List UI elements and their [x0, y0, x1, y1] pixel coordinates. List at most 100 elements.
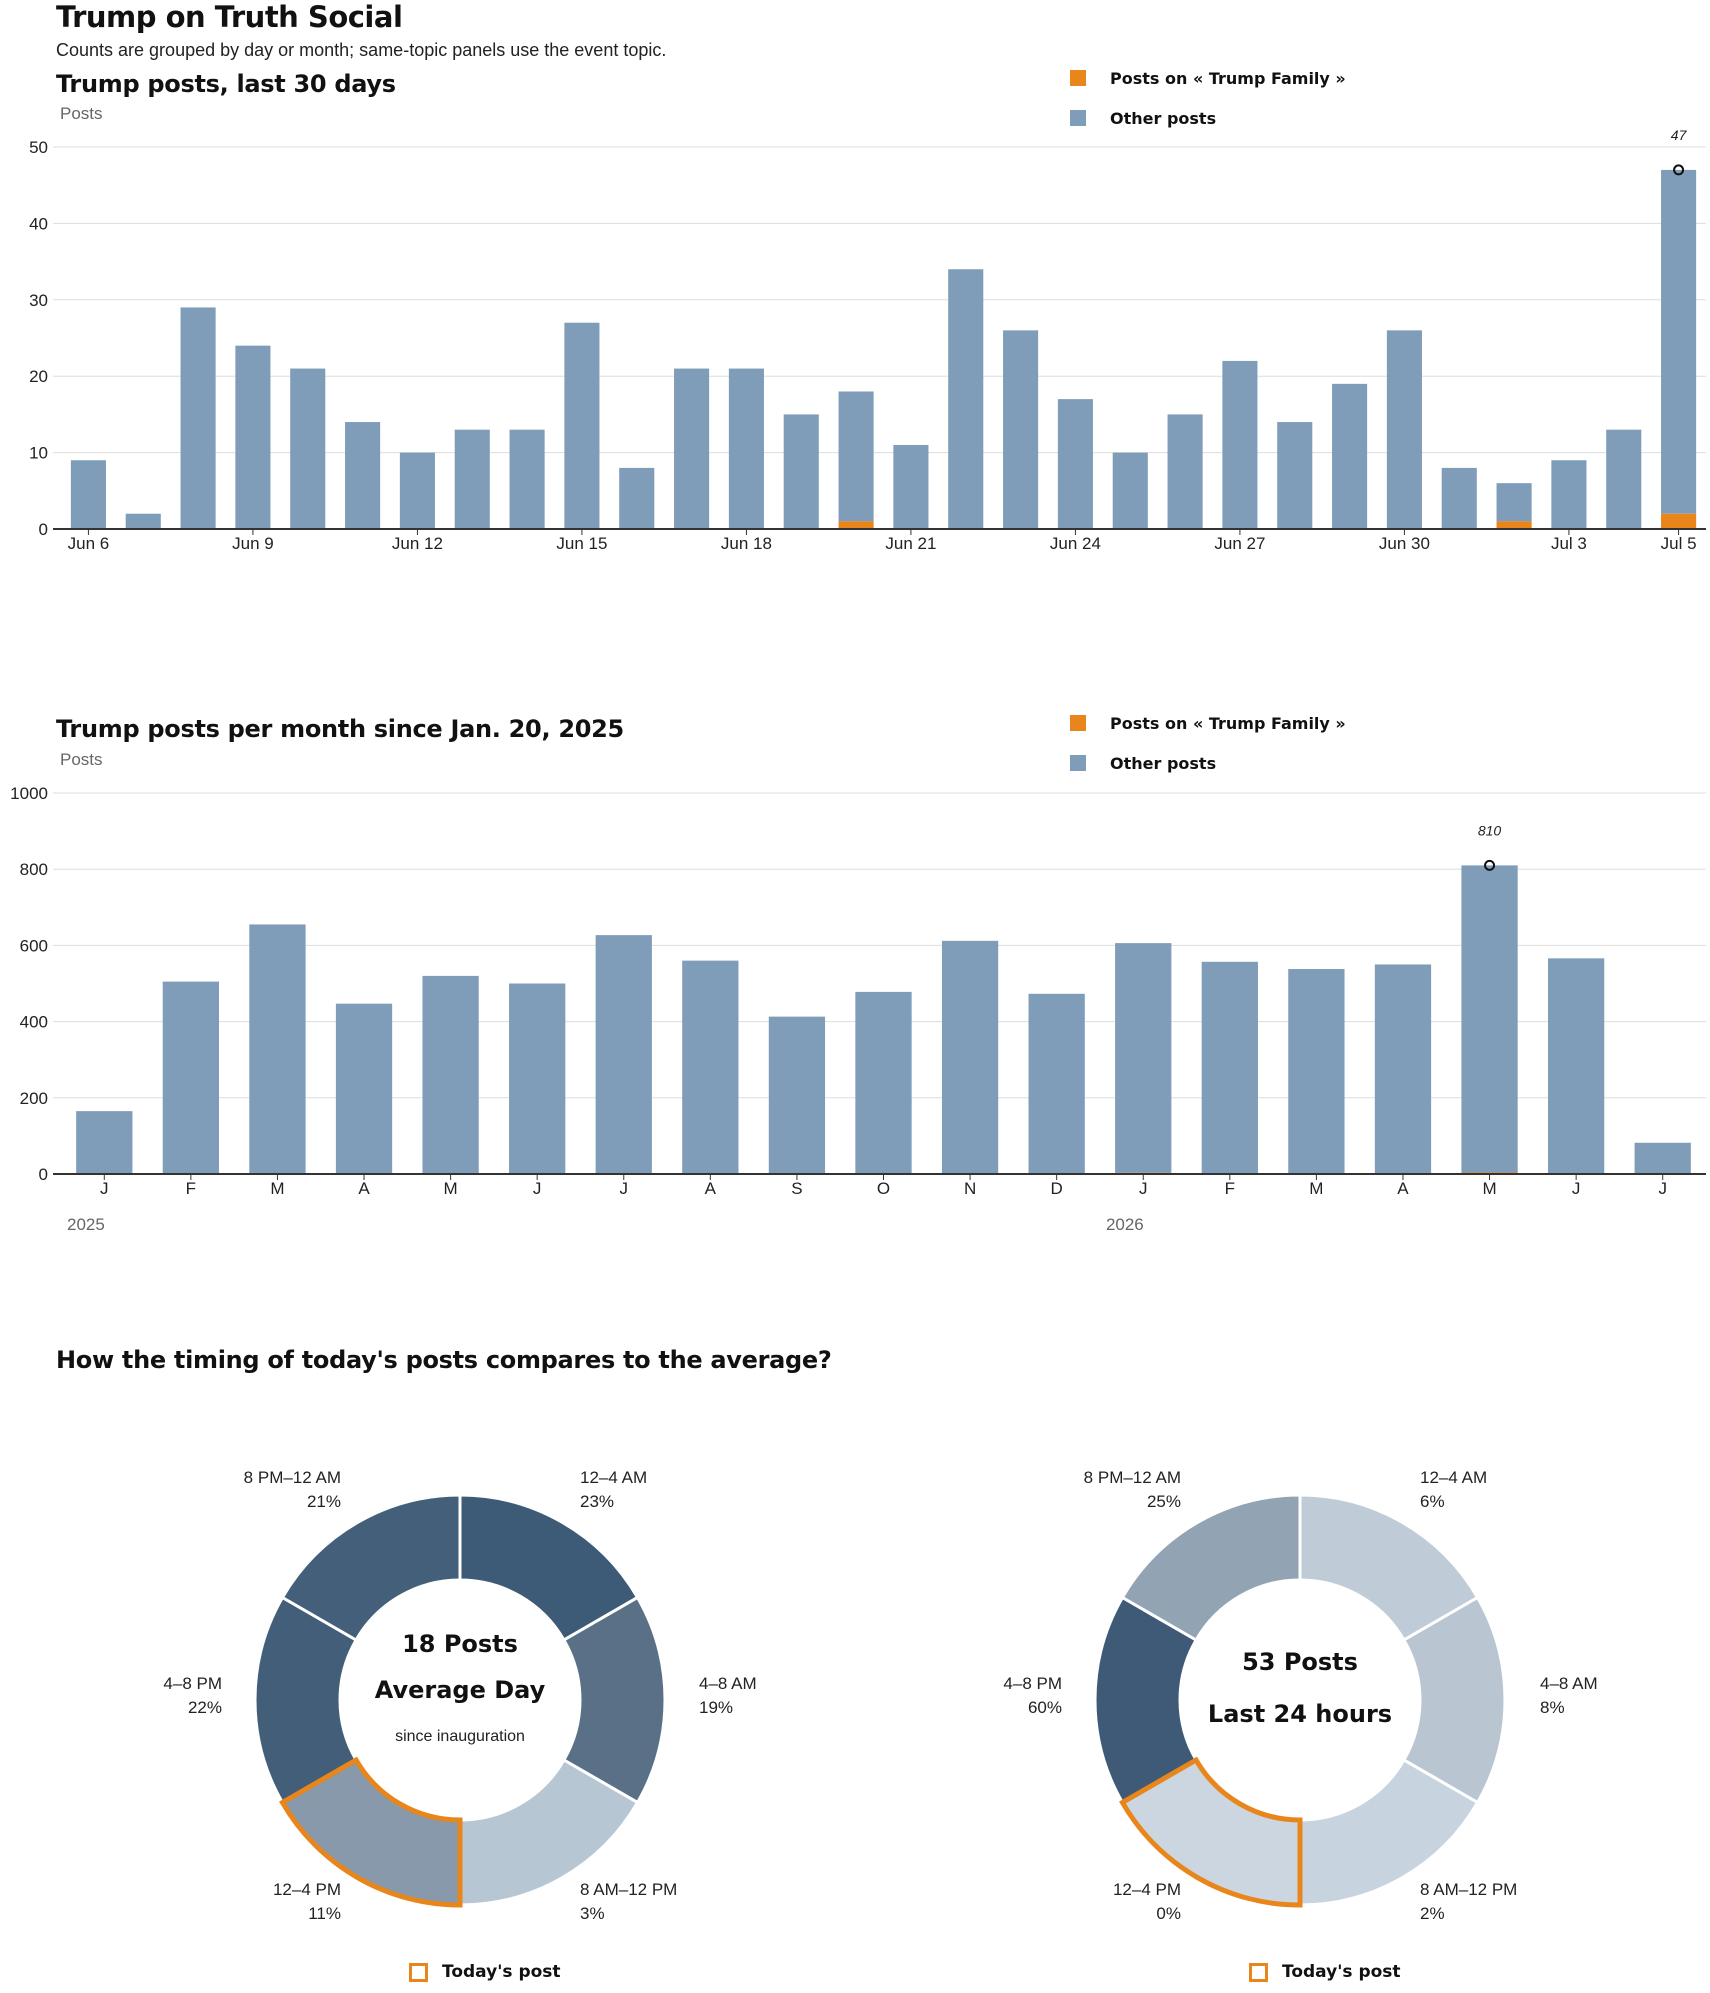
x-tick-label: Jun 30: [1379, 534, 1430, 553]
avg-label-2: 8 AM–12 PM 3%: [580, 1878, 677, 1926]
today-label-1-name: 4–8 AM: [1540, 1674, 1598, 1693]
legend-swatch-other: [1070, 755, 1086, 771]
bar-other: [941, 940, 999, 1174]
y-tick-label: 400: [20, 1013, 48, 1032]
today-label-0: 12–4 AM 6%: [1420, 1466, 1487, 1514]
legend-swatch-topic: [1070, 70, 1086, 86]
avg-label-3: 12–4 PM 11%: [200, 1878, 341, 1926]
bar-other: [249, 924, 306, 1174]
bar-other: [1332, 383, 1368, 529]
bar-other: [1634, 1142, 1691, 1174]
bar-other: [838, 391, 874, 522]
today-label-4-name: 4–8 PM: [1003, 1674, 1062, 1693]
bar-other: [564, 322, 600, 529]
x-tick-label: M: [270, 1179, 284, 1198]
today-label-4-pct: 60%: [1027, 1698, 1062, 1717]
bar-other: [1288, 969, 1345, 1174]
y-tick-label: 800: [20, 860, 48, 879]
x-tick-label: F: [186, 1179, 196, 1198]
page-subtitle: Counts are grouped by day or month; same…: [56, 40, 667, 60]
x-tick-label: Jun 24: [1050, 534, 1101, 553]
timing-title: How the timing of today's posts compares…: [56, 1346, 832, 1374]
today-highlight-outline: [1119, 1756, 1303, 1908]
bar-other: [1003, 330, 1039, 529]
today-label-5-pct: 25%: [1146, 1492, 1181, 1511]
avg-label-4-name: 4–8 PM: [163, 1674, 222, 1693]
legend-label-other: Other posts: [1110, 753, 1217, 773]
avg-label-0-pct: 23%: [580, 1492, 615, 1511]
today-center-count: 53 Posts: [1242, 1648, 1358, 1676]
bar-other: [1386, 330, 1422, 529]
avg-label-2-name: 8 AM–12 PM: [580, 1880, 678, 1899]
legend-swatch-topic: [1070, 715, 1086, 731]
today-post-swatch: [409, 1962, 428, 1982]
today-label-2-name: 8 AM–12 PM: [1420, 1880, 1518, 1899]
bar-other: [1057, 399, 1093, 529]
bar-other: [619, 467, 655, 529]
chart2-ylabel: Posts: [60, 750, 103, 769]
x-tick-label: N: [964, 1179, 976, 1198]
bar-other: [1222, 360, 1258, 529]
avg-label-3-pct: 11%: [308, 1904, 341, 1923]
bar-other: [783, 414, 819, 529]
bar-other: [180, 307, 216, 529]
x-tick-label: S: [791, 1179, 802, 1198]
avg-label-0-name: 12–4 AM: [580, 1468, 648, 1487]
avg-center-note: since inauguration: [395, 1728, 525, 1745]
avg-label-1: 4–8 AM 19%: [699, 1672, 757, 1720]
bar-other: [595, 935, 652, 1174]
chart2-title: Trump posts per month since Jan. 20, 202…: [56, 715, 624, 743]
bar-other: [893, 444, 929, 529]
donut-slice: [1120, 1493, 1302, 1643]
legend-label-other: Other posts: [1110, 108, 1217, 128]
avg-label-2-pct: 3%: [580, 1904, 605, 1923]
bar-other: [1201, 961, 1258, 1174]
x-tick-label: A: [358, 1179, 370, 1198]
y-tick-label: 200: [20, 1089, 48, 1108]
today-label-4: 4–8 PM 60%: [960, 1672, 1062, 1720]
bar-other: [70, 460, 106, 529]
annotation-marker: [1484, 859, 1496, 871]
bar-other: [1547, 958, 1605, 1174]
x-tick-label: J: [533, 1179, 542, 1198]
x-tick-label: J: [100, 1179, 109, 1198]
bar-topic: [1661, 513, 1697, 529]
legend-item-other: Other posts: [1070, 751, 1346, 775]
bar-other: [1277, 422, 1313, 529]
bar-other: [1112, 452, 1148, 529]
x-tick-label: F: [1225, 1179, 1235, 1198]
bar-other: [1551, 460, 1587, 529]
legend-item-other: Other posts: [1070, 106, 1346, 130]
page-title: Trump on Truth Social: [56, 0, 403, 34]
x-tick-label: Jul 5: [1661, 534, 1697, 553]
bar-other: [948, 269, 984, 529]
x-tick-label: J: [1572, 1179, 1581, 1198]
avg-label-0: 12–4 AM 23%: [580, 1466, 647, 1514]
x-tick-label: Jul 3: [1551, 534, 1587, 553]
avg-label-1-pct: 19%: [699, 1698, 734, 1717]
x-tick-label: A: [705, 1179, 717, 1198]
bar-other: [1374, 964, 1432, 1174]
bar-other: [855, 991, 912, 1174]
x-tick-label: O: [877, 1179, 890, 1198]
avg-label-4-pct: 22%: [187, 1698, 222, 1717]
y-tick-label: 10: [29, 444, 48, 463]
x-tick-label: Jun 21: [885, 534, 936, 553]
y-tick-label: 50: [29, 138, 48, 157]
bar-topic: [838, 521, 874, 529]
avg-label-1-name: 4–8 AM: [699, 1674, 757, 1693]
x-tick-label: M: [444, 1179, 458, 1198]
year-label: 2025: [67, 1215, 105, 1234]
legend-label-topic: Posts on « Trump Family »: [1110, 68, 1346, 88]
x-tick-label: Jun 9: [232, 534, 274, 553]
x-tick-label: Jun 27: [1214, 534, 1265, 553]
legend-item-topic: Posts on « Trump Family »: [1070, 711, 1346, 735]
avg-today-legend: Today's post: [409, 1962, 561, 1982]
bar-other: [76, 1111, 133, 1174]
today-today-legend: Today's post: [1249, 1962, 1401, 1982]
avg-center-period: Average Day: [374, 1676, 546, 1704]
y-tick-label: 1000: [10, 784, 48, 803]
chart2-plot: 0 200 400 600 800 1000 J F M A M J J A S O N D J F M A M J J 2025…: [10, 784, 1706, 1234]
today-highlight-outline: [279, 1756, 463, 1908]
bar-other: [1461, 865, 1518, 1173]
